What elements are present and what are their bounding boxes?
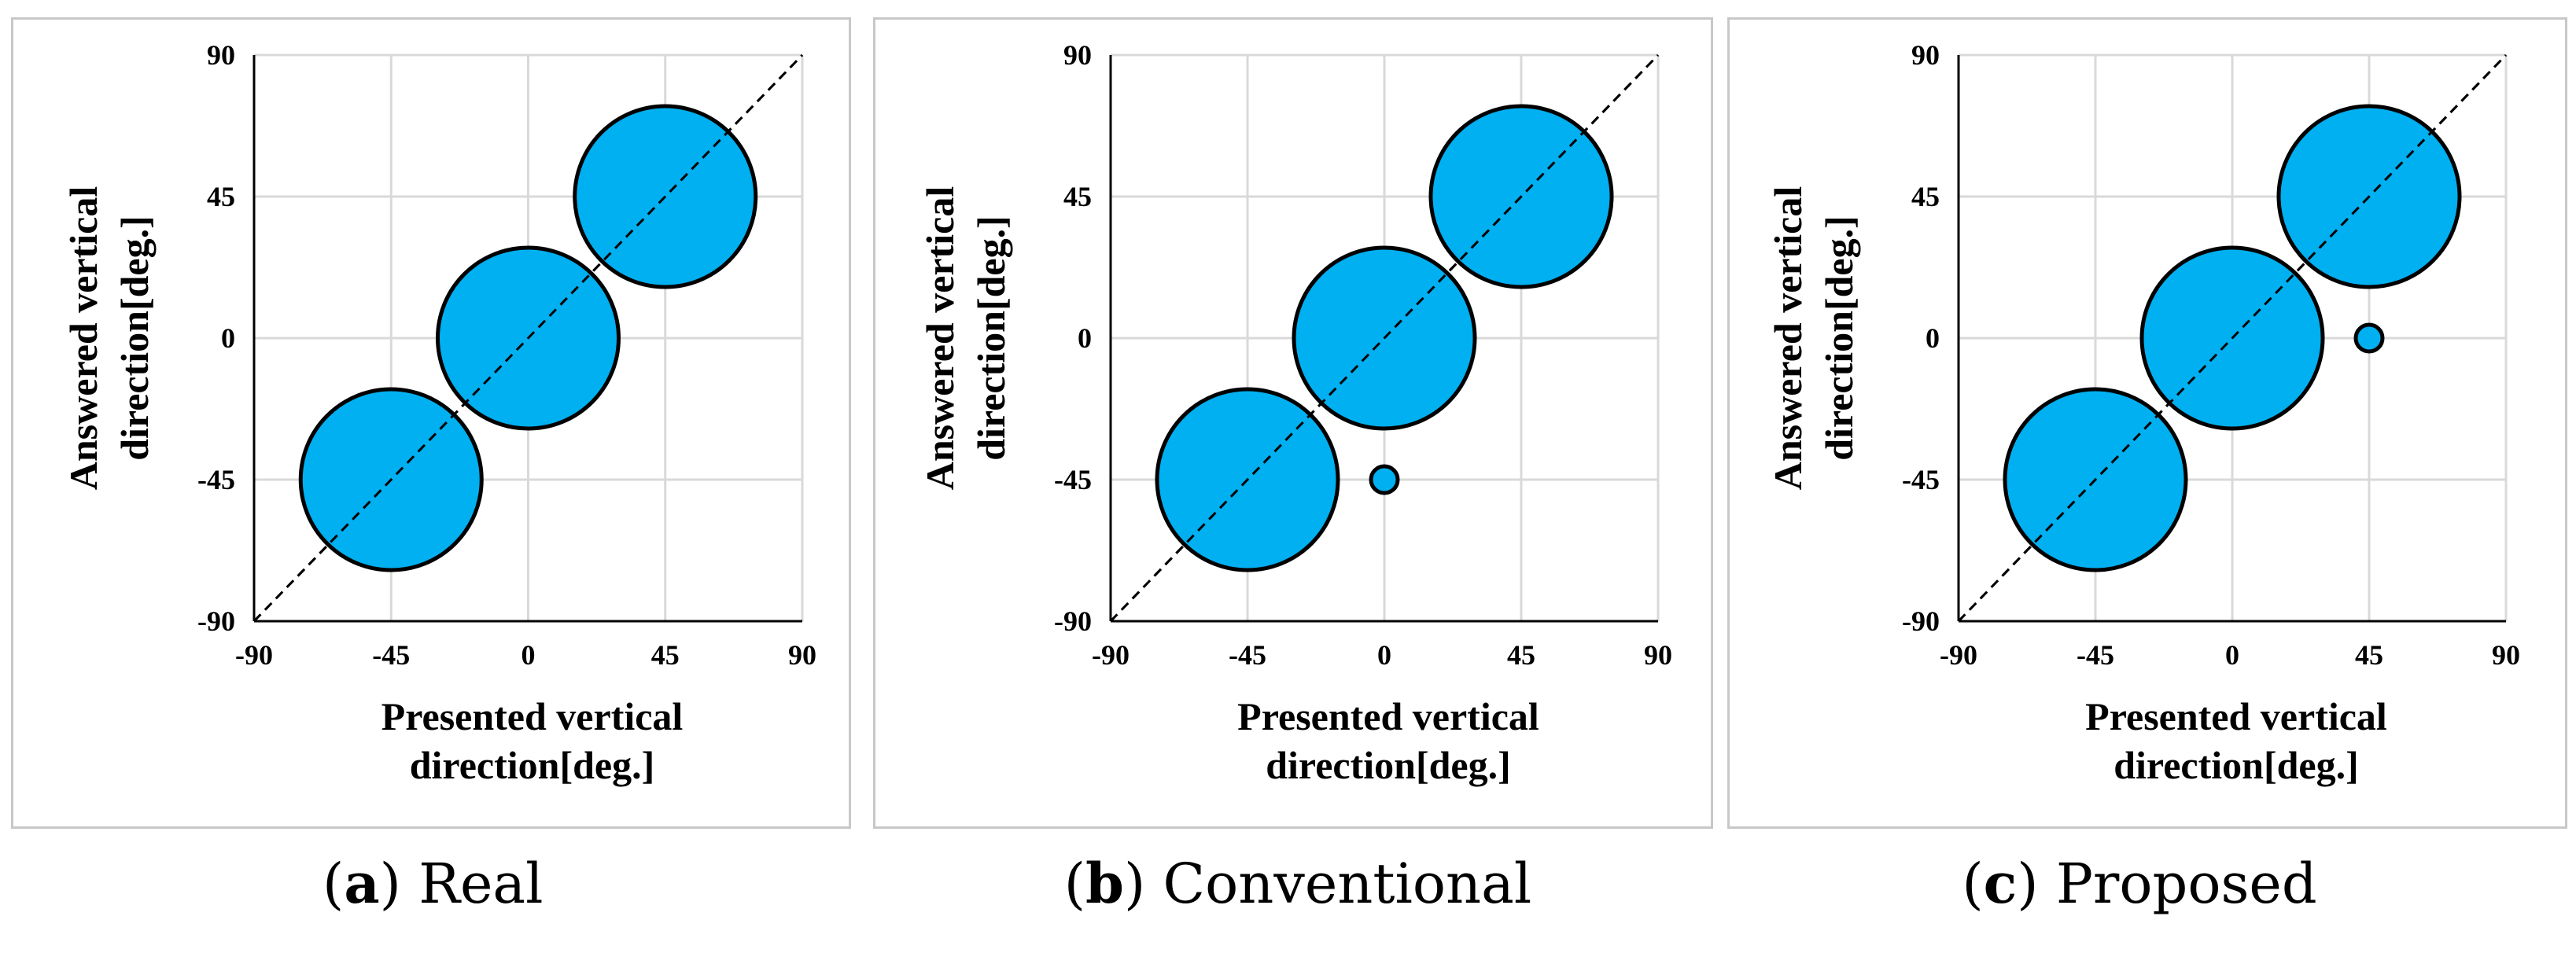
caption-text: Conventional bbox=[1163, 852, 1532, 916]
caption-c: (c) Proposed bbox=[1962, 851, 2317, 916]
panel-a-frame bbox=[11, 17, 851, 829]
caption-a: (a) Real bbox=[322, 851, 544, 916]
caption-letter: c bbox=[1983, 851, 2018, 916]
caption-text: Proposed bbox=[2055, 852, 2317, 916]
caption-letter: b bbox=[1085, 851, 1124, 916]
caption-b: (b) Conventional bbox=[1063, 851, 1532, 916]
caption-text: Real bbox=[418, 852, 544, 916]
caption-letter: a bbox=[344, 851, 380, 916]
panel-c-frame bbox=[1727, 17, 2567, 829]
panel-b-frame bbox=[873, 17, 1713, 829]
